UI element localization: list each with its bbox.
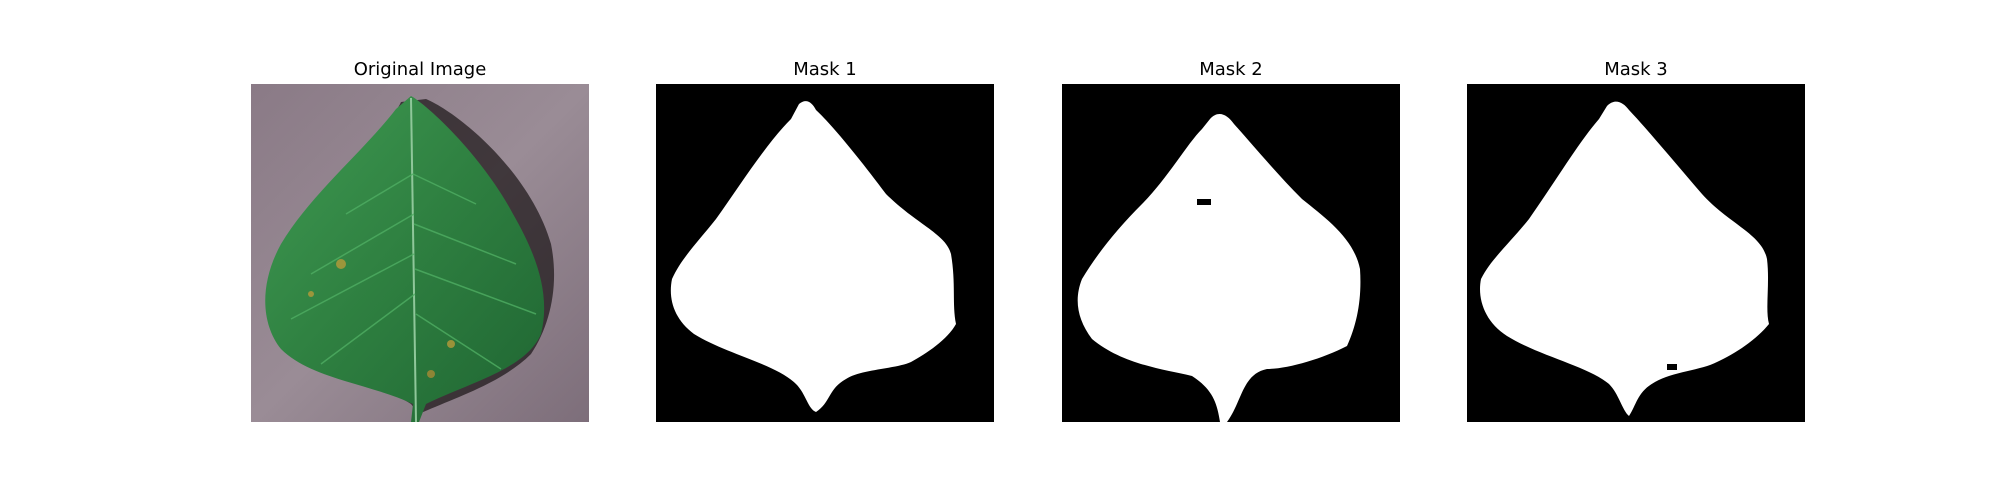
leaf-mask [656,84,994,422]
leaf-midrib [410,97,417,422]
panel-original-image: Original Image [251,0,589,500]
mask-foreground [1480,101,1769,417]
panel-title: Mask 1 [793,59,857,80]
leaf-mask [1062,84,1400,422]
panel-mask-2: Mask 2 [1062,0,1400,500]
mask-hole [1197,199,1211,205]
leaf-mask [1467,84,1805,422]
leaf-spot [308,291,314,297]
panel-title: Mask 3 [1604,59,1668,80]
leaf-spot [336,259,346,269]
leaf-spot [447,340,455,348]
panel-mask-1: Mask 1 [656,0,994,500]
mask-hole [1667,364,1677,370]
panel-mask-3: Mask 3 [1467,0,1805,500]
panel-title: Mask 2 [1199,59,1263,80]
mask-foreground [670,101,956,412]
panel-title: Original Image [353,59,487,80]
leaf-spot [427,370,435,378]
mask-foreground [1077,113,1361,422]
leaf-veins [290,173,537,370]
leaf-photo [251,84,589,422]
